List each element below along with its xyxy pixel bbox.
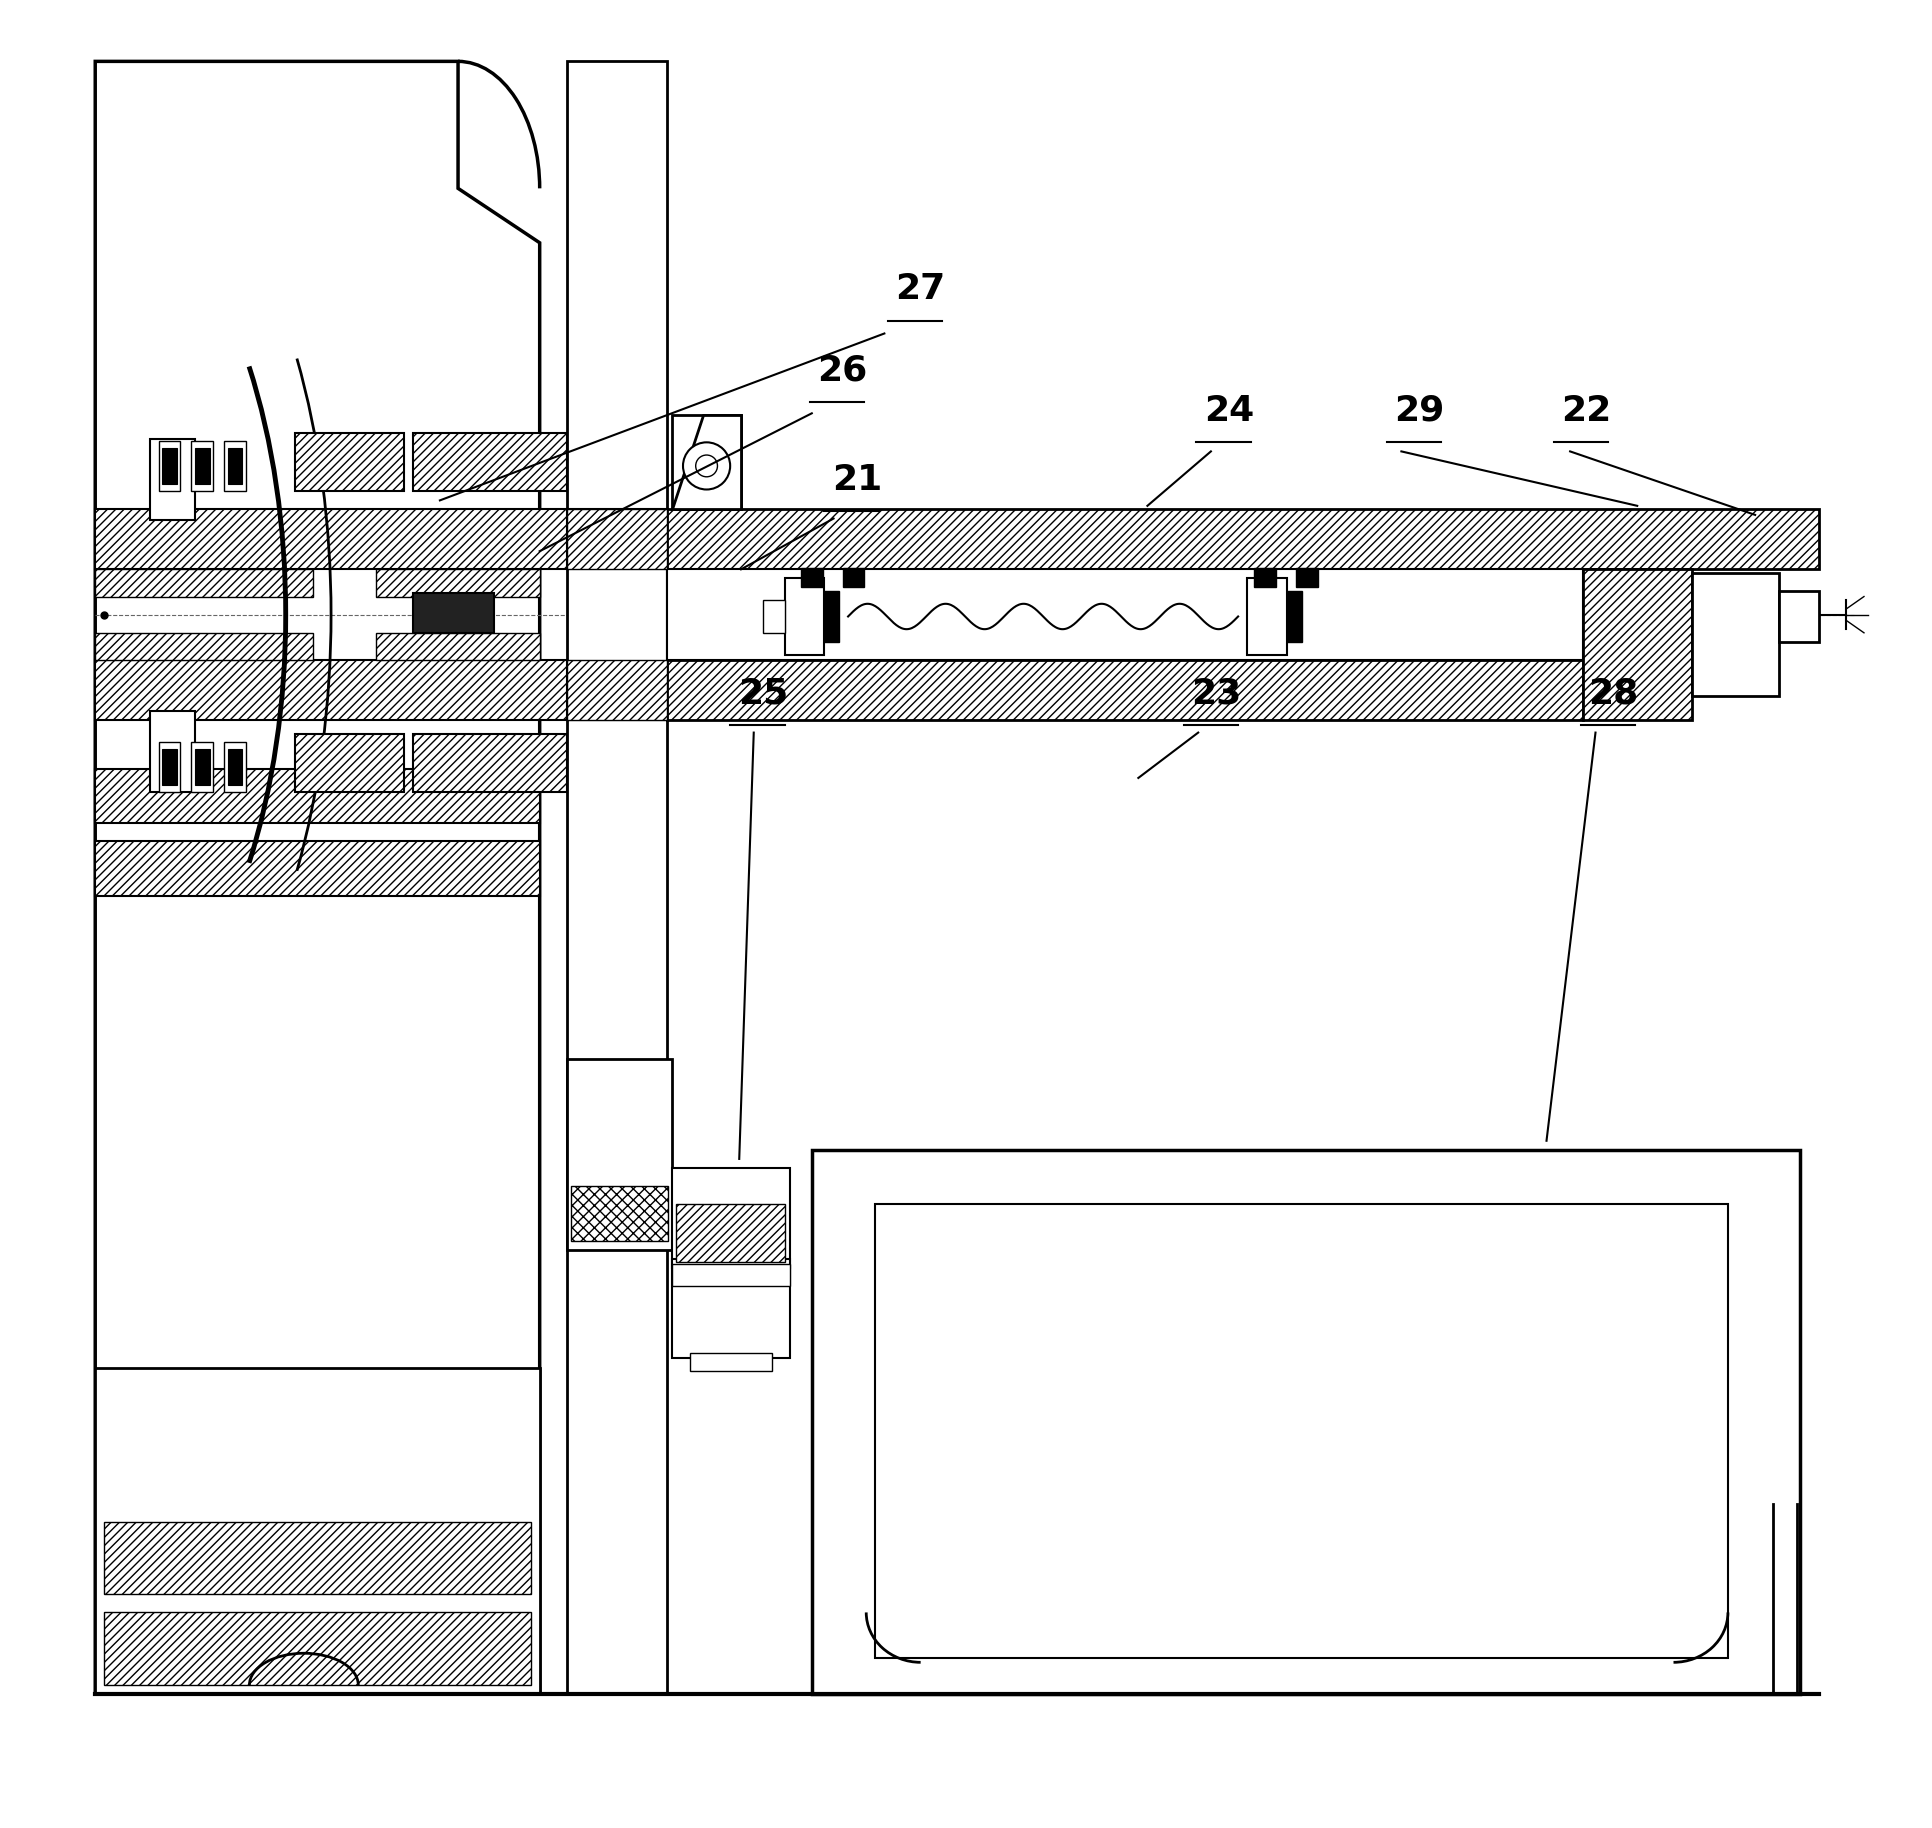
Bar <box>228 448 242 484</box>
Circle shape <box>684 442 730 490</box>
Bar <box>690 1353 773 1371</box>
Polygon shape <box>566 660 667 720</box>
Bar <box>191 742 213 793</box>
Bar <box>1287 590 1302 642</box>
Polygon shape <box>676 1205 784 1263</box>
Polygon shape <box>377 632 539 660</box>
Bar <box>224 441 245 492</box>
Bar <box>566 62 667 1695</box>
Bar <box>825 590 838 642</box>
Bar <box>95 1367 539 1695</box>
Bar <box>811 1150 1801 1695</box>
Polygon shape <box>667 660 1582 720</box>
Bar <box>224 742 245 793</box>
Text: 21: 21 <box>833 462 883 497</box>
Bar <box>566 1058 672 1250</box>
Text: 28: 28 <box>1588 676 1638 711</box>
Polygon shape <box>95 510 566 569</box>
Bar <box>149 711 195 793</box>
Bar <box>162 448 178 484</box>
Polygon shape <box>95 569 313 596</box>
Polygon shape <box>95 62 539 1695</box>
Bar <box>672 1168 790 1269</box>
Text: 25: 25 <box>738 676 788 711</box>
Bar <box>162 749 178 786</box>
Polygon shape <box>566 510 667 569</box>
Polygon shape <box>95 632 313 660</box>
Text: 22: 22 <box>1561 393 1611 428</box>
Bar <box>195 749 209 786</box>
Bar <box>672 1265 790 1285</box>
Bar <box>1248 578 1287 654</box>
Bar <box>158 742 180 793</box>
Polygon shape <box>95 841 539 896</box>
Polygon shape <box>104 1612 531 1685</box>
Bar <box>1296 567 1318 587</box>
Bar <box>672 415 742 510</box>
Bar <box>1692 572 1779 696</box>
Bar <box>784 578 825 654</box>
Bar <box>228 749 242 786</box>
Bar <box>842 567 864 587</box>
Bar <box>413 592 495 632</box>
Bar <box>296 735 404 793</box>
Text: 26: 26 <box>817 355 867 388</box>
Text: 27: 27 <box>896 272 947 307</box>
Bar <box>763 600 784 632</box>
Bar <box>875 1205 1727 1658</box>
Polygon shape <box>1582 569 1692 720</box>
Bar <box>195 448 209 484</box>
Bar <box>296 433 404 492</box>
Bar <box>191 441 213 492</box>
Polygon shape <box>377 569 539 596</box>
Text: 24: 24 <box>1204 393 1254 428</box>
Polygon shape <box>104 1521 531 1594</box>
Polygon shape <box>672 415 742 510</box>
Bar <box>158 441 180 492</box>
Polygon shape <box>95 660 566 720</box>
Bar <box>667 569 1582 660</box>
Bar <box>413 433 566 492</box>
Bar <box>1254 567 1277 587</box>
Bar <box>672 1259 790 1358</box>
Bar <box>149 439 195 521</box>
Circle shape <box>696 455 717 477</box>
Text: 23: 23 <box>1192 676 1242 711</box>
Polygon shape <box>570 1186 668 1241</box>
Text: 29: 29 <box>1395 393 1445 428</box>
Polygon shape <box>667 510 1818 569</box>
Bar <box>802 567 823 587</box>
Polygon shape <box>95 770 539 823</box>
Bar <box>1779 590 1818 642</box>
Bar <box>413 735 566 793</box>
